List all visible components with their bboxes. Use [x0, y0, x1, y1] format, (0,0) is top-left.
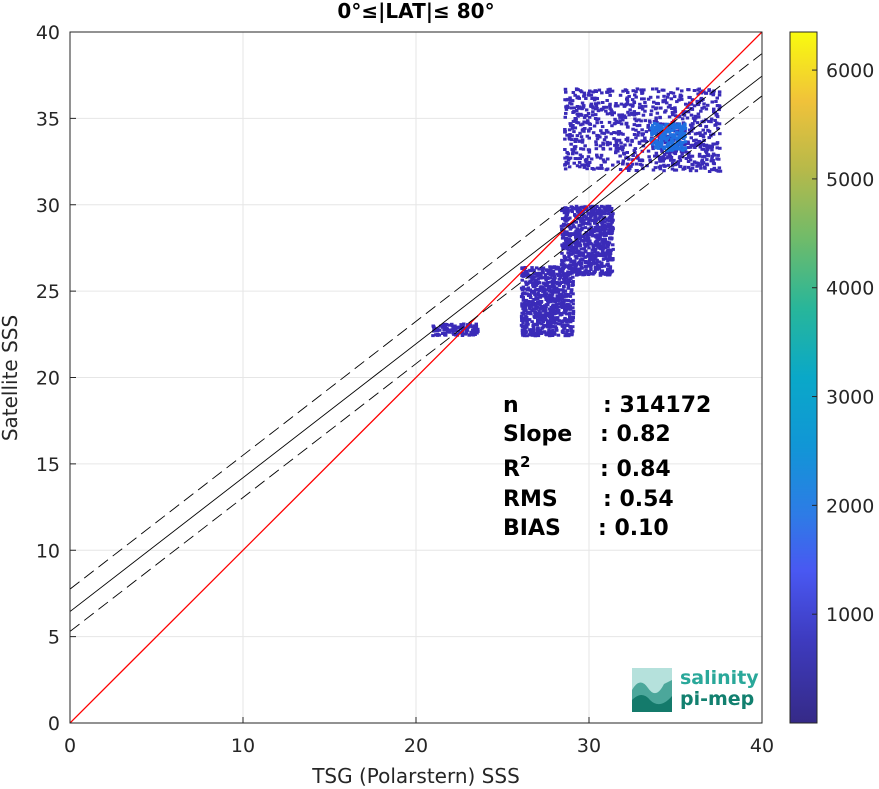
density-layer	[431, 87, 723, 338]
y-tick-label: 25	[36, 281, 60, 303]
chart-title: 0°≤|LAT|≤ 80°	[337, 0, 494, 23]
colorbar-gradient	[789, 31, 818, 724]
stat-label: BIAS	[503, 516, 561, 541]
y-tick-label: 40	[36, 22, 60, 44]
reference-lines	[70, 32, 762, 723]
stat-value: : 0.54	[603, 487, 674, 512]
salinity-pi-mep-logo-icon	[632, 668, 672, 712]
y-tick-label: 0	[48, 713, 60, 735]
colorbar-tick-label: 6000	[826, 60, 874, 82]
y-tick-label: 15	[36, 454, 60, 476]
y-axis-label: Satellite SSS	[0, 315, 22, 441]
x-tick-label: 0	[64, 735, 76, 757]
x-tick-label: 10	[231, 735, 255, 757]
colorbar-tick-label: 2000	[826, 495, 874, 517]
stat-label: Slope	[503, 422, 572, 447]
y-tick-label: 30	[36, 195, 60, 217]
x-tick-label: 20	[404, 735, 428, 757]
tick-labels: 0 10 20 30 40 0 5 10 15 20 25 30 35 40	[36, 22, 774, 757]
colorbar-tick-label: 5000	[826, 169, 874, 191]
y-tick-label: 10	[36, 540, 60, 562]
stat-label: n	[503, 393, 519, 418]
density-region-3	[519, 265, 576, 338]
fit-minus-rms-line	[70, 95, 762, 632]
stat-value: : 0.10	[598, 516, 669, 541]
logo-line1: salinity	[680, 667, 759, 689]
fit-plus-rms-line	[70, 53, 762, 590]
y-tick-label: 35	[36, 108, 60, 130]
y-tick-label: 5	[48, 627, 60, 649]
colorbar-tick-label: 1000	[826, 604, 874, 626]
stat-value: : 0.84	[600, 457, 671, 482]
colorbar-ticks: 1000 2000 3000 4000 5000 6000	[812, 60, 874, 626]
fit-line	[70, 75, 762, 612]
colorbar: 1000 2000 3000 4000 5000 6000	[789, 31, 874, 724]
x-tick-label: 30	[577, 735, 601, 757]
logo: salinity pi-mep	[632, 667, 759, 712]
density-region-2	[559, 204, 615, 277]
logo-line2: pi-mep	[680, 688, 754, 710]
one-to-one-line	[70, 32, 762, 723]
density-region-1	[649, 121, 688, 153]
colorbar-tick-label: 3000	[826, 387, 874, 409]
stat-label: RMS	[503, 487, 558, 512]
stat-value: : 0.82	[600, 422, 671, 447]
y-tick-label: 20	[36, 368, 60, 390]
colorbar-tick-label: 4000	[826, 278, 874, 300]
stat-value: : 314172	[603, 393, 711, 418]
x-tick-label: 40	[750, 735, 774, 757]
x-axis-label: TSG (Polarstern) SSS	[311, 764, 520, 788]
